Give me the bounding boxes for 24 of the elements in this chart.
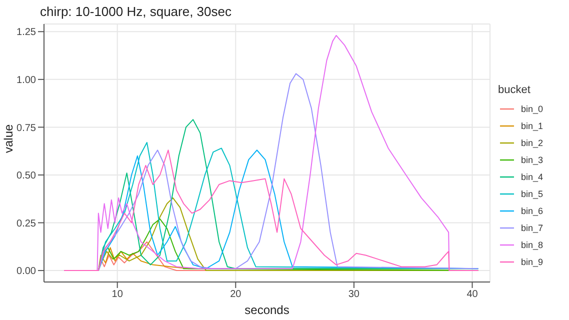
x-tick-label: 30 <box>348 289 360 300</box>
y-axis-title: value <box>1 124 16 153</box>
legend-label: bin_6 <box>521 206 544 216</box>
x-tick-label: 40 <box>466 289 478 300</box>
y-tick-label: 0.50 <box>16 170 36 182</box>
y-tick-label: 1.25 <box>16 27 36 38</box>
legend-label: bin_1 <box>521 120 544 130</box>
legend-label: bin_5 <box>521 188 544 198</box>
legend-label: bin_0 <box>521 104 544 114</box>
x-axis-title: seconds <box>244 303 290 317</box>
legend-label: bin_9 <box>521 256 544 266</box>
y-tick-label: 0.75 <box>16 122 36 134</box>
legend-label: bin_7 <box>521 222 544 232</box>
x-tick-label: 20 <box>230 289 242 300</box>
y-tick-label: 0.00 <box>16 266 36 278</box>
legend-label: bin_3 <box>521 154 544 164</box>
y-tick-label: 0.25 <box>16 218 36 230</box>
chart-title: chirp: 10-1000 Hz, square, 30sec <box>40 4 232 19</box>
legend-title: bucket <box>498 84 532 96</box>
x-tick-label: 10 <box>112 289 124 300</box>
legend-label: bin_2 <box>521 138 544 148</box>
y-tick-label: 1.00 <box>16 74 36 86</box>
legend-label: bin_4 <box>521 172 544 182</box>
legend-label: bin_8 <box>521 240 544 250</box>
